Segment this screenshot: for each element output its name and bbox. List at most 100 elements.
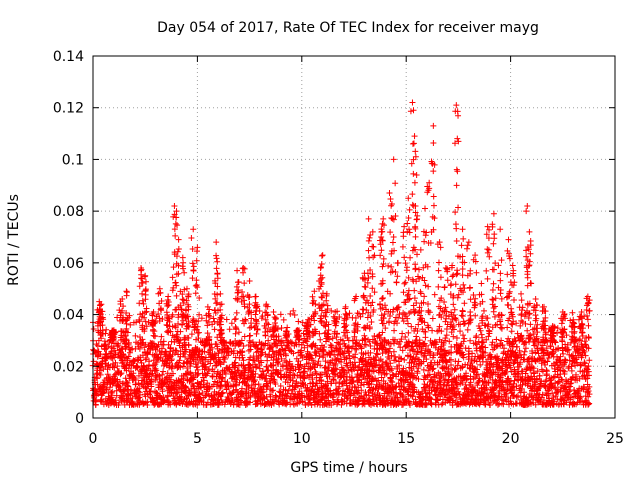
data-point bbox=[403, 264, 410, 271]
data-point bbox=[159, 388, 166, 395]
data-point bbox=[222, 378, 229, 385]
data-point bbox=[185, 342, 192, 349]
data-point bbox=[233, 325, 240, 332]
data-point bbox=[401, 280, 408, 287]
data-point bbox=[399, 243, 406, 250]
data-point bbox=[127, 321, 134, 328]
data-point bbox=[430, 168, 437, 175]
data-point bbox=[165, 341, 172, 348]
data-point bbox=[97, 351, 104, 358]
data-point bbox=[258, 345, 265, 352]
data-point bbox=[232, 315, 239, 322]
data-point bbox=[484, 249, 491, 256]
data-point bbox=[208, 344, 215, 351]
data-point bbox=[104, 371, 111, 378]
data-point bbox=[234, 388, 241, 395]
data-point bbox=[437, 244, 444, 251]
data-point bbox=[134, 340, 141, 347]
data-point bbox=[123, 361, 130, 368]
data-point bbox=[213, 239, 220, 246]
data-point bbox=[133, 400, 140, 407]
data-point bbox=[189, 260, 196, 267]
chart-title: Day 054 of 2017, Rate Of TEC Index for r… bbox=[157, 20, 539, 36]
data-point bbox=[99, 361, 106, 368]
data-point bbox=[102, 346, 109, 353]
data-point bbox=[485, 246, 492, 253]
data-point bbox=[124, 391, 131, 398]
data-point bbox=[290, 307, 297, 314]
data-point bbox=[543, 368, 550, 375]
data-point bbox=[443, 332, 450, 339]
data-point bbox=[256, 365, 263, 372]
data-point bbox=[386, 190, 393, 197]
data-point bbox=[253, 363, 260, 370]
data-point bbox=[177, 328, 184, 335]
data-point bbox=[223, 386, 230, 393]
data-point bbox=[217, 290, 224, 297]
data-point bbox=[455, 112, 462, 119]
data-point bbox=[379, 263, 386, 270]
data-point bbox=[168, 356, 175, 363]
data-point bbox=[164, 328, 171, 335]
data-point bbox=[430, 193, 437, 200]
data-point bbox=[252, 370, 259, 377]
data-point bbox=[235, 329, 242, 336]
data-point bbox=[389, 239, 396, 246]
data-point bbox=[285, 387, 292, 394]
data-point bbox=[198, 315, 205, 322]
data-point bbox=[295, 318, 302, 325]
data-point bbox=[199, 370, 206, 377]
data-point bbox=[379, 320, 386, 327]
data-point bbox=[400, 229, 407, 236]
data-point bbox=[94, 375, 101, 382]
data-point bbox=[409, 201, 416, 208]
data-point bbox=[131, 358, 138, 365]
data-point bbox=[412, 148, 419, 155]
data-point bbox=[455, 358, 462, 365]
data-point bbox=[218, 390, 225, 397]
data-point bbox=[204, 370, 211, 377]
data-point bbox=[190, 226, 197, 233]
data-point bbox=[270, 387, 277, 394]
data-point bbox=[136, 401, 143, 408]
data-point bbox=[280, 316, 287, 323]
data-point bbox=[318, 252, 325, 259]
data-point bbox=[444, 277, 451, 284]
data-point bbox=[239, 354, 246, 361]
data-point bbox=[255, 381, 262, 388]
data-point bbox=[393, 279, 400, 286]
data-point bbox=[204, 330, 211, 337]
data-point bbox=[448, 349, 455, 356]
data-point bbox=[452, 209, 459, 216]
data-point bbox=[460, 235, 467, 242]
data-point bbox=[317, 264, 324, 271]
data-point bbox=[245, 347, 252, 354]
data-point bbox=[246, 362, 253, 369]
data-point bbox=[184, 364, 191, 371]
data-point bbox=[249, 357, 256, 364]
data-point bbox=[277, 382, 284, 389]
data-point bbox=[498, 337, 505, 344]
data-point bbox=[172, 220, 179, 227]
data-point bbox=[195, 391, 202, 398]
data-point bbox=[164, 370, 171, 377]
data-point bbox=[457, 328, 464, 335]
data-point bbox=[377, 252, 384, 259]
data-point bbox=[188, 360, 195, 367]
data-point bbox=[179, 379, 186, 386]
data-point bbox=[160, 368, 167, 375]
data-point bbox=[437, 274, 444, 281]
data-point bbox=[234, 267, 241, 274]
data-point bbox=[435, 267, 442, 274]
data-point bbox=[183, 346, 190, 353]
data-point bbox=[568, 367, 575, 374]
data-point bbox=[278, 324, 285, 331]
data-point bbox=[389, 215, 396, 222]
data-point bbox=[142, 278, 149, 285]
data-point bbox=[472, 334, 479, 341]
data-point bbox=[224, 344, 231, 351]
data-point bbox=[467, 309, 474, 316]
data-point bbox=[123, 289, 130, 296]
data-point bbox=[179, 296, 186, 303]
data-point bbox=[111, 364, 118, 371]
